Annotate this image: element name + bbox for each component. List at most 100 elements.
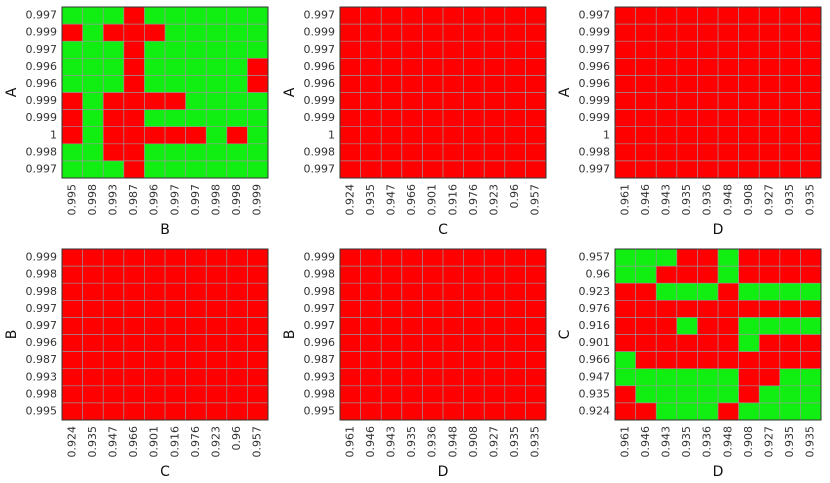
x-tick-label: 0.993 bbox=[107, 184, 120, 216]
heatmap-cell bbox=[422, 300, 444, 318]
heatmap-cell bbox=[676, 266, 698, 284]
x-tick-label: 0.961 bbox=[618, 426, 631, 458]
y-tick-label: 0.998 bbox=[579, 145, 611, 158]
heatmap-cell bbox=[800, 283, 822, 301]
x-tick-label: 0.943 bbox=[660, 426, 673, 458]
heatmap-cell bbox=[206, 41, 228, 59]
heatmap-cell bbox=[443, 334, 464, 352]
heatmap-cell bbox=[226, 351, 248, 369]
heatmap-cell bbox=[103, 92, 125, 110]
heatmap-cell bbox=[779, 160, 801, 179]
heatmap-cell bbox=[656, 402, 678, 421]
heatmap-cell bbox=[779, 300, 801, 318]
heatmap-cell bbox=[82, 24, 104, 42]
heatmap-cell bbox=[484, 402, 506, 421]
heatmap-cell bbox=[103, 143, 125, 162]
heatmap-cell bbox=[381, 266, 403, 284]
heatmap-cell bbox=[381, 317, 403, 335]
heatmap-cell bbox=[123, 41, 145, 59]
heatmap-cell bbox=[401, 160, 423, 179]
heatmap-cell bbox=[635, 300, 657, 318]
heatmap-cell bbox=[718, 126, 739, 145]
heatmap-cell bbox=[738, 109, 760, 127]
x-tick-label: 0.946 bbox=[639, 426, 652, 458]
heatmap-cell bbox=[62, 283, 83, 301]
heatmap-cell bbox=[103, 385, 125, 404]
heatmap-cell bbox=[504, 334, 526, 352]
heatmap-cell bbox=[463, 75, 485, 93]
heatmap-cell bbox=[103, 58, 125, 76]
heatmap-cell bbox=[615, 283, 636, 301]
heatmap-cell bbox=[144, 317, 166, 335]
heatmap-cell bbox=[340, 58, 361, 76]
heatmap-cell bbox=[144, 58, 166, 76]
heatmap-cell bbox=[676, 249, 698, 267]
heatmap-cell bbox=[676, 402, 698, 421]
heatmap-cell bbox=[738, 402, 760, 421]
heatmap-cell bbox=[738, 249, 760, 267]
heatmap-cell bbox=[718, 385, 739, 404]
heatmap-cell bbox=[185, 368, 207, 387]
y-tick-label: 0.999 bbox=[26, 94, 58, 107]
x-tick-label: 0.946 bbox=[364, 426, 377, 458]
heatmap-cell bbox=[103, 334, 125, 352]
heatmap-cell bbox=[340, 334, 361, 352]
x-axis-label: B bbox=[160, 222, 170, 238]
heatmap-cell bbox=[697, 41, 719, 59]
y-tick-label: 0.966 bbox=[579, 353, 611, 366]
heatmap-cell bbox=[82, 385, 104, 404]
heatmap-cell bbox=[226, 24, 248, 42]
y-tick-label: 0.993 bbox=[26, 370, 58, 383]
heatmap-cell bbox=[504, 385, 526, 404]
heatmap-cell bbox=[443, 58, 464, 76]
heatmap-cell bbox=[422, 75, 444, 93]
heatmap-cell bbox=[401, 7, 423, 25]
heatmap-cell bbox=[738, 41, 760, 59]
heatmap-cell bbox=[422, 92, 444, 110]
y-tick-label: 0.998 bbox=[26, 285, 58, 298]
heatmap-cell bbox=[103, 75, 125, 93]
y-tick-label: 0.998 bbox=[304, 268, 336, 281]
heatmap-cell bbox=[635, 317, 657, 335]
heatmap-cell bbox=[62, 7, 83, 25]
heatmap-cell bbox=[697, 160, 719, 179]
heatmap-cell bbox=[381, 351, 403, 369]
heatmap-cell bbox=[82, 75, 104, 93]
heatmap-cell bbox=[525, 266, 547, 284]
y-tick-label: 0.996 bbox=[579, 77, 611, 90]
heatmap-cell bbox=[759, 75, 781, 93]
heatmap-cell bbox=[381, 160, 403, 179]
heatmap-cell bbox=[401, 266, 423, 284]
heatmap-cell bbox=[206, 75, 228, 93]
heatmap-cell bbox=[504, 317, 526, 335]
x-tick-label: 0.923 bbox=[488, 184, 501, 216]
heatmap-cell bbox=[525, 41, 547, 59]
heatmap-cell bbox=[779, 385, 801, 404]
heatmap-cell bbox=[504, 58, 526, 76]
y-tick-label: 0.997 bbox=[304, 9, 336, 22]
heatmap-cell bbox=[779, 368, 801, 387]
heatmap-cell bbox=[401, 283, 423, 301]
heatmap-cell bbox=[800, 385, 822, 404]
x-tick-label: 0.961 bbox=[343, 426, 356, 458]
heatmap-cell bbox=[422, 249, 444, 267]
heatmap-cell bbox=[340, 368, 361, 387]
x-tick-label: 0.901 bbox=[426, 184, 439, 216]
heatmap-cell bbox=[401, 249, 423, 267]
heatmap-cell bbox=[226, 249, 248, 267]
heatmap-cell bbox=[656, 368, 678, 387]
heatmap-cell bbox=[738, 300, 760, 318]
heatmap-cell bbox=[443, 283, 464, 301]
heatmap-cell bbox=[123, 143, 145, 162]
x-tick-label: 0.948 bbox=[446, 426, 459, 458]
heatmap-cell bbox=[82, 300, 104, 318]
y-tick-label: 0.987 bbox=[304, 353, 336, 366]
heatmap-cell bbox=[247, 334, 269, 352]
heatmap-cell bbox=[185, 249, 207, 267]
heatmap-cell bbox=[656, 143, 678, 162]
heatmap-cell bbox=[656, 300, 678, 318]
heatmap-cell bbox=[226, 283, 248, 301]
heatmap-cell bbox=[144, 283, 166, 301]
x-tick-label: 0.916 bbox=[168, 426, 181, 458]
x-tick-label: 0.908 bbox=[742, 426, 755, 458]
